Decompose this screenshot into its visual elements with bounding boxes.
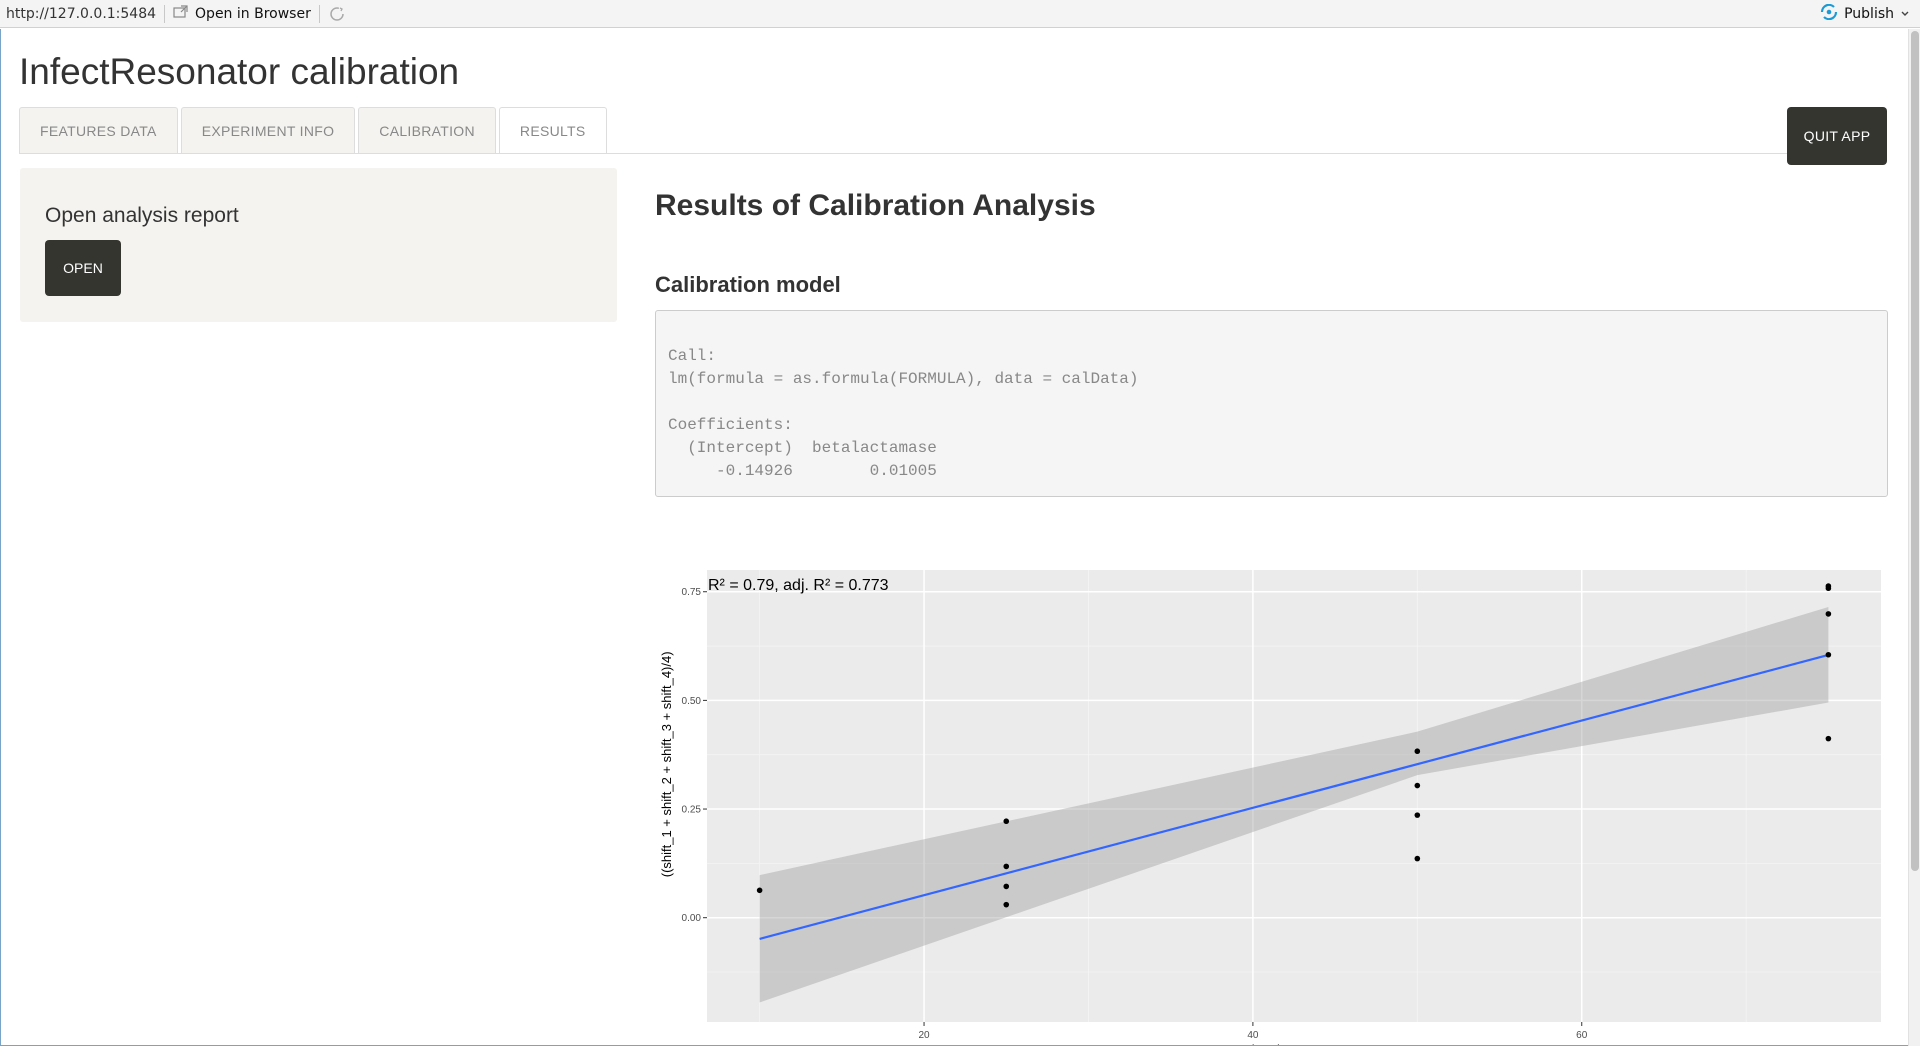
- scrollbar[interactable]: [1908, 29, 1920, 1046]
- sidebar-panel: Open analysis report OPEN: [20, 168, 617, 322]
- open-report-button[interactable]: OPEN: [45, 240, 121, 296]
- calibration-plot: 20 40 60 0.00 0.25 0.50 0.75 betalactamase ((shi…: [659, 570, 1881, 1046]
- url-label: http://127.0.0.1:5484: [6, 5, 157, 22]
- tab-results[interactable]: RESULTS: [498, 107, 607, 154]
- results-title: Results of Calibration Analysis: [655, 189, 1096, 222]
- viewer-toolbar: http://127.0.0.1:5484 Open in Browser Pu…: [0, 0, 1920, 28]
- toolbar-divider: [164, 4, 166, 23]
- publish-label: Publish: [1844, 6, 1894, 22]
- data-point: [1414, 855, 1421, 862]
- publish-button[interactable]: Publish: [1820, 3, 1910, 24]
- model-output: Call: lm(formula = as.formula(FORMULA), …: [655, 310, 1888, 497]
- data-point: [1003, 863, 1010, 870]
- publish-icon: [1820, 3, 1838, 24]
- r-squared-annotation: R² = 0.79, adj. R² = 0.773: [708, 577, 889, 594]
- x-axis-label: betalactamase: [1252, 1042, 1337, 1046]
- y-axis-label: ((shift_1 + shift_2 + shift_3 + shift_4)…: [659, 651, 674, 877]
- model-heading: Calibration model: [655, 272, 841, 297]
- y-tick-label: 0.50: [682, 696, 702, 707]
- data-point: [1414, 748, 1421, 755]
- app-title: InfectResonator calibration: [19, 51, 460, 92]
- tab-features-data[interactable]: FEATURES DATA: [19, 107, 178, 153]
- tab-experiment-info[interactable]: EXPERIMENT INFO: [180, 107, 356, 153]
- data-point: [1003, 883, 1010, 890]
- y-tick-label: 0.75: [682, 587, 702, 598]
- toolbar-divider: [318, 4, 320, 23]
- data-point: [756, 887, 763, 894]
- data-point: [1825, 651, 1832, 658]
- sidebar-heading: Open analysis report: [45, 204, 239, 227]
- data-point: [1003, 818, 1010, 825]
- y-tick-label: 0.25: [682, 805, 702, 816]
- refresh-icon[interactable]: [328, 5, 346, 23]
- chevron-down-icon: [1900, 6, 1910, 22]
- y-tick-label: 0.00: [682, 913, 702, 924]
- data-point: [1825, 611, 1832, 617]
- data-point: [1825, 735, 1832, 742]
- tab-divider: [19, 153, 1887, 154]
- confidence-band: [759, 606, 1829, 1003]
- data-point: [1414, 812, 1421, 818]
- scrollbar-thumb[interactable]: [1911, 31, 1919, 871]
- open-in-browser-button[interactable]: Open in Browser: [173, 4, 311, 23]
- data-point: [1825, 585, 1832, 592]
- x-tick-label: 20: [918, 1030, 930, 1041]
- regression-line: [759, 653, 1829, 940]
- data-point: [1003, 901, 1010, 908]
- open-in-browser-label: Open in Browser: [195, 5, 311, 22]
- x-tick-label: 40: [1247, 1030, 1259, 1041]
- x-tick-label: 60: [1576, 1030, 1588, 1041]
- tab-calibration[interactable]: CALIBRATION: [358, 107, 496, 153]
- app-frame: InfectResonator calibration FEATURES DAT…: [0, 29, 1908, 1046]
- data-point: [1414, 782, 1421, 789]
- browser-window-icon: [173, 4, 189, 23]
- tab-bar: FEATURES DATA EXPERIMENT INFO CALIBRATIO…: [19, 107, 607, 154]
- quit-app-button[interactable]: QUIT APP: [1787, 107, 1887, 165]
